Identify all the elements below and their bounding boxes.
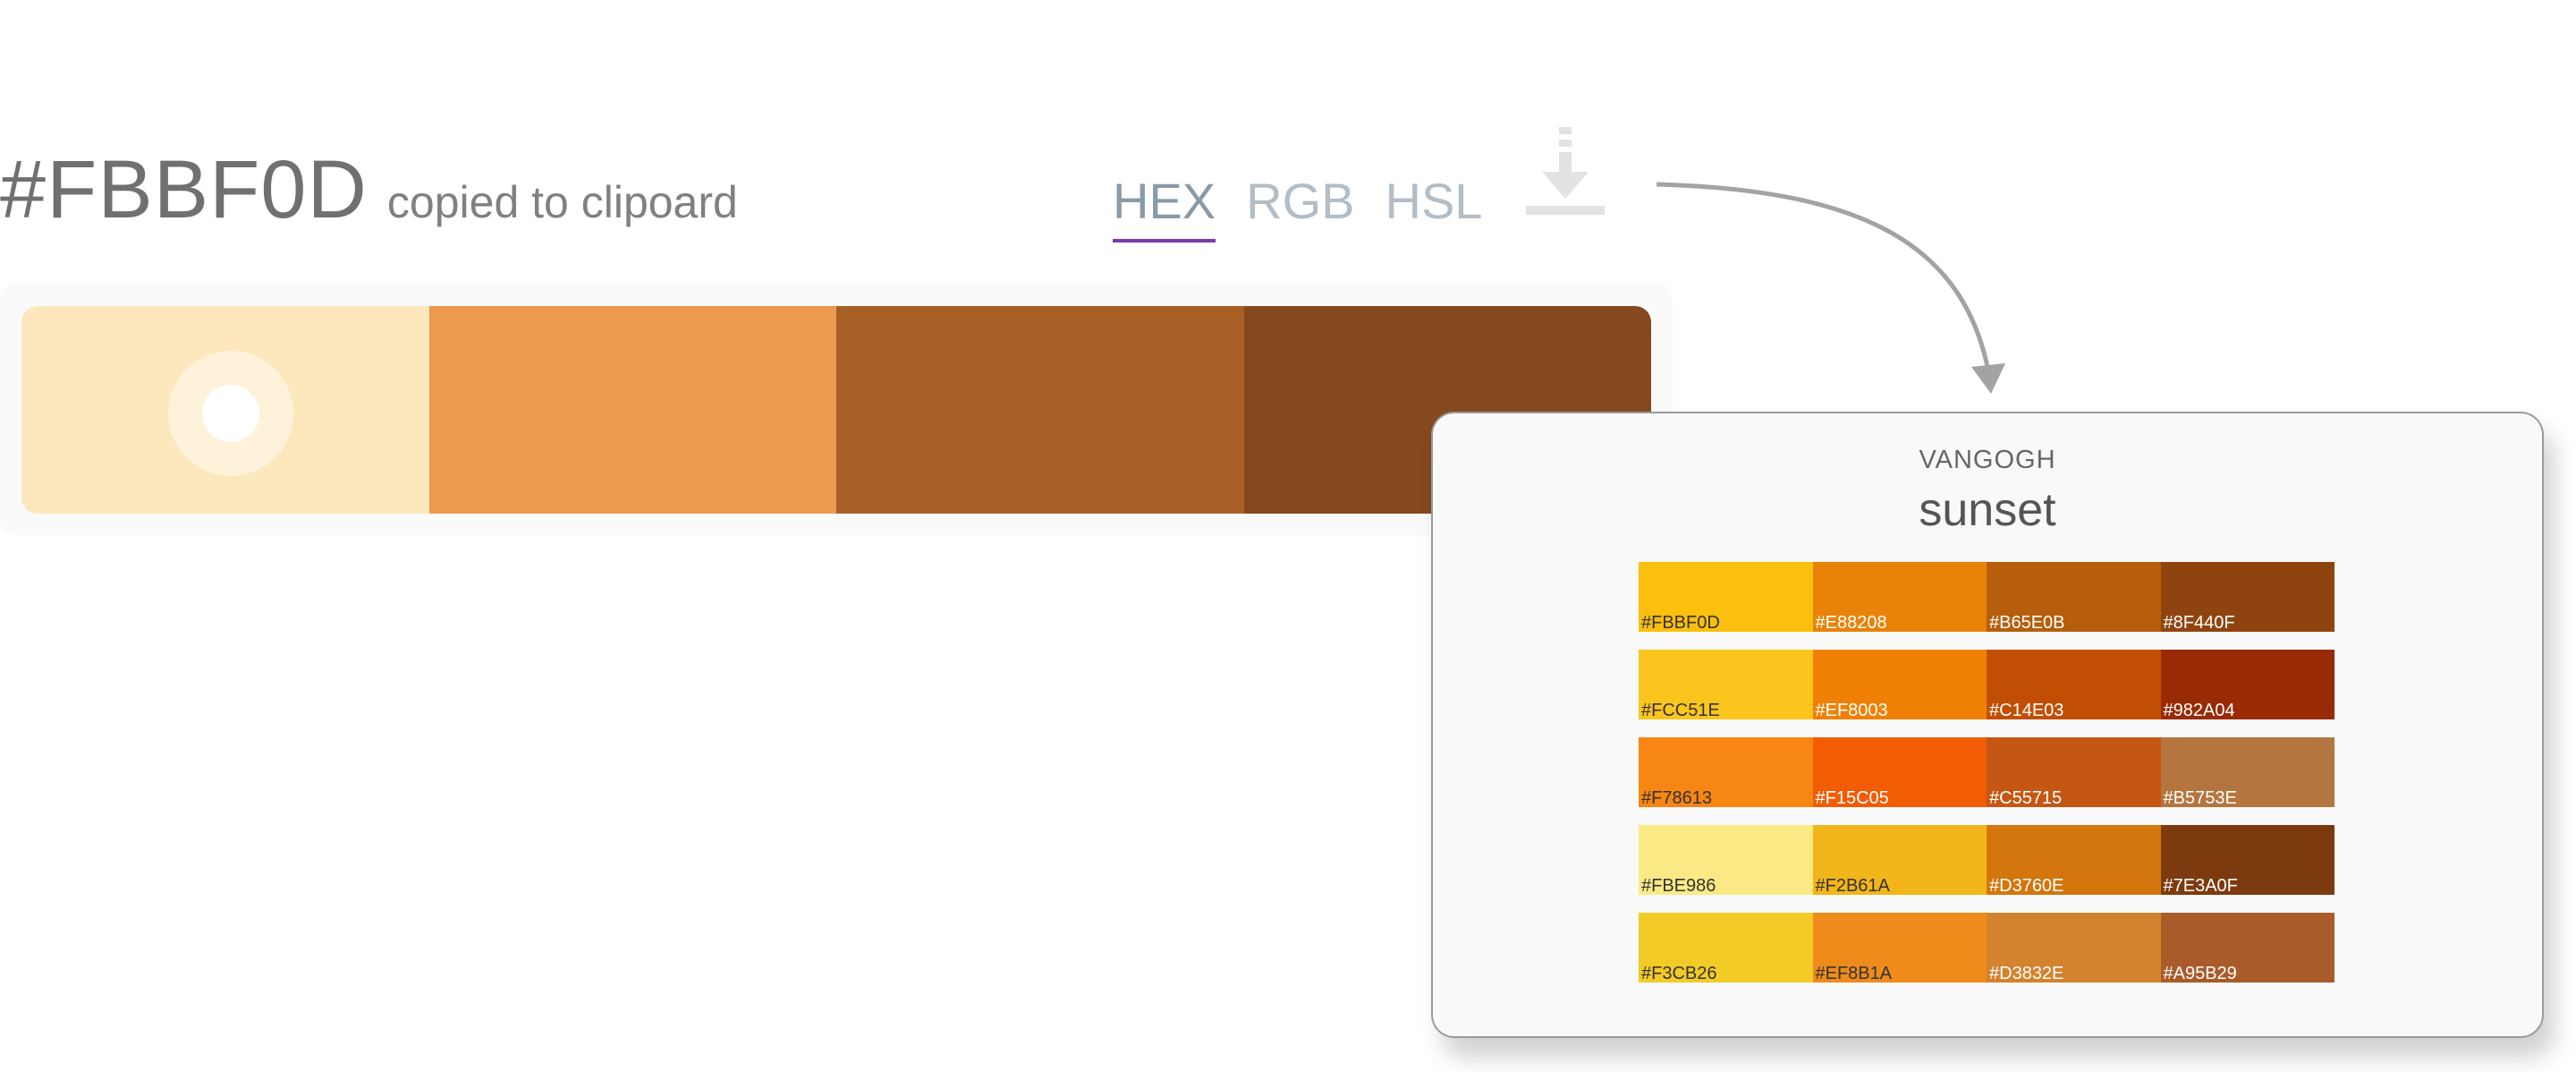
card-color-label: #A95B29 [2163, 964, 2237, 983]
card-color-swatch[interactable]: #A95B29 [2160, 913, 2334, 983]
card-color-label: #982A04 [2163, 701, 2235, 720]
card-color-swatch[interactable]: #D3832E [1987, 913, 2161, 983]
copied-notice: #FBBF0D copied to clipoard [0, 143, 738, 237]
card-color-label: #D3760E [1989, 876, 2064, 896]
card-color-label: #8F440F [2163, 613, 2235, 633]
card-color-label: #7E3A0F [2163, 876, 2238, 896]
card-color-row: #F3CB26 #EF8B1A #D3832E #A95B29 [1639, 913, 2334, 983]
card-color-swatch[interactable]: #F2B61A [1812, 825, 1987, 896]
card-color-swatch[interactable]: #982A04 [2160, 650, 2334, 720]
card-color-label: #E88208 [1815, 613, 1887, 633]
copied-message: copied to clipoard [386, 177, 738, 227]
card-color-row: #F78613 #F15C05 #C55715 #B5753E [1639, 737, 2334, 808]
card-color-label: #F78613 [1641, 788, 1712, 808]
copied-hex-value: #FBBF0D [0, 144, 368, 235]
card-color-swatch[interactable]: #B65E0B [1987, 562, 2161, 633]
card-color-swatch[interactable]: #B5753E [2160, 737, 2334, 808]
tab-hex[interactable]: HEX [1113, 172, 1216, 242]
format-tabs: HEX RGB HSL [1113, 172, 1482, 242]
palette-swatch-bar [21, 306, 1651, 514]
card-color-label: #EF8B1A [1815, 964, 1893, 983]
card-color-row: #FBE986 #F2B61A #D3760E #7E3A0F [1639, 825, 2334, 896]
tab-hsl[interactable]: HSL [1385, 173, 1483, 229]
card-color-label: #C55715 [1989, 788, 2063, 808]
card-color-swatch[interactable]: #F15C05 [1812, 737, 1987, 808]
card-color-swatch[interactable]: #E88208 [1812, 562, 1987, 633]
download-button[interactable] [1521, 123, 1610, 222]
palette-swatch[interactable] [836, 306, 1244, 514]
card-color-label: #D3832E [1989, 964, 2064, 983]
palette-card: VANGOGH sunset #FBBF0D #E88208 #B65E0B #8F4… [1431, 412, 2544, 1038]
card-color-label: #B65E0B [1989, 613, 2065, 633]
card-color-row: #FBBF0D #E88208 #B65E0B #8F440F [1639, 562, 2334, 633]
card-palette-name: sunset [1919, 484, 2056, 536]
card-color-swatch[interactable]: #C14E03 [1987, 650, 2161, 720]
card-color-label: #C14E03 [1989, 701, 2064, 720]
card-color-label: #F3CB26 [1641, 964, 1717, 983]
card-color-swatch[interactable]: #F3CB26 [1639, 913, 1813, 983]
card-color-swatch[interactable]: #FCC51E [1639, 650, 1813, 720]
card-color-swatch[interactable]: #F78613 [1639, 737, 1813, 808]
palette-swatch[interactable] [21, 306, 429, 514]
selected-indicator [168, 351, 293, 476]
card-color-label: #FBE986 [1641, 876, 1716, 896]
card-color-row: #FCC51E #EF8003 #C14E03 #982A04 [1639, 650, 2334, 720]
card-color-label: #EF8003 [1815, 701, 1888, 720]
card-color-swatch[interactable]: #8F440F [2160, 562, 2334, 633]
tab-rgb[interactable]: RGB [1246, 173, 1355, 229]
card-color-label: #F2B61A [1815, 876, 1890, 896]
card-color-swatch[interactable]: #7E3A0F [2160, 825, 2334, 896]
card-color-swatch[interactable]: #FBE986 [1639, 825, 1813, 896]
card-color-label: #F15C05 [1815, 788, 1889, 808]
card-color-swatch[interactable]: #FBBF0D [1639, 562, 1813, 633]
card-color-swatch[interactable]: #D3760E [1987, 825, 2161, 896]
card-color-swatch[interactable]: #EF8003 [1812, 650, 1987, 720]
card-color-grid: #FBBF0D #E88208 #B65E0B #8F440F #FCC51E #EF80… [1639, 562, 2334, 1000]
palette-swatch[interactable] [428, 306, 836, 514]
card-color-swatch[interactable]: #C55715 [1987, 737, 2161, 808]
card-color-swatch[interactable]: #EF8B1A [1812, 913, 1987, 983]
card-color-label: #B5753E [2163, 788, 2237, 808]
download-icon [1526, 127, 1605, 215]
palette-preview [0, 283, 1673, 535]
card-color-label: #FCC51E [1641, 701, 1720, 720]
card-brand: VANGOGH [1919, 446, 2056, 474]
card-color-label: #FBBF0D [1641, 613, 1720, 633]
